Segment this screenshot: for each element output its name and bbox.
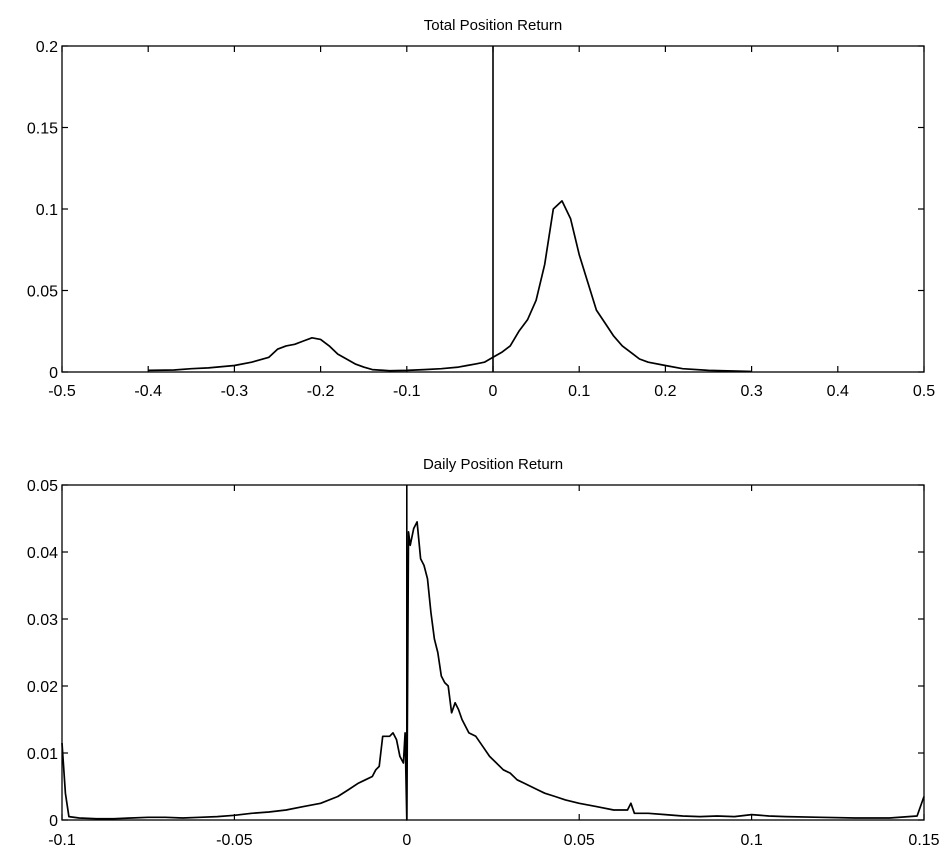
daily-position-return-panel: Daily Position Return -0.1 -0.05 0 0.05 0.1 0.… — [27, 456, 940, 849]
total-position-return-panel: Total Position Return -0.5 -0.4 -0.3 -0.2 -0.… — [27, 17, 935, 400]
daily-x-tick-label: 0.05 — [564, 832, 595, 849]
total-x-tick-label: -0.1 — [393, 383, 421, 400]
daily-y-tick-label: 0.04 — [27, 545, 58, 562]
daily-x-tick-label: -0.1 — [48, 832, 76, 849]
daily-x-tick-label: 0 — [402, 832, 411, 849]
total-y-tick-label: 0.2 — [36, 39, 58, 56]
daily-x-tick-label: 0.15 — [908, 832, 939, 849]
total-x-tick-label: 0.1 — [568, 383, 590, 400]
daily-y-tick-label: 0.01 — [27, 746, 58, 763]
total-x-tick-label: -0.3 — [221, 383, 249, 400]
total-x-tick-label: 0.5 — [913, 383, 935, 400]
daily-x-tick-label: 0.1 — [740, 832, 762, 849]
total-y-tick-label: 0 — [49, 365, 58, 382]
total-x-tick-label: -0.5 — [48, 383, 76, 400]
total-y-tick-label: 0.15 — [27, 121, 58, 138]
daily-axes-frame — [61, 484, 925, 821]
daily-x-tick-label: -0.05 — [216, 832, 253, 849]
total-x-tick-label: -0.2 — [307, 383, 335, 400]
total-x-tick-label: 0.2 — [654, 383, 676, 400]
daily-y-tick-label: 0.05 — [27, 478, 58, 495]
daily-y-tick-label: 0.02 — [27, 679, 58, 696]
daily-y-tick-label: 0 — [49, 813, 58, 830]
total-x-tick-label: 0.4 — [827, 383, 849, 400]
daily-chart-title: Daily Position Return — [423, 456, 563, 473]
total-x-tick-label: 0.3 — [740, 383, 762, 400]
total-x-tick-label: -0.4 — [134, 383, 162, 400]
daily-y-tick-label: 0.03 — [27, 612, 58, 629]
daily-distribution-line — [61, 521, 925, 821]
total-y-tick-label: 0.1 — [36, 202, 58, 219]
total-y-tick-label: 0.05 — [27, 284, 58, 301]
total-x-tick-label: 0 — [489, 383, 498, 400]
total-distribution-line — [148, 200, 752, 373]
total-chart-title: Total Position Return — [424, 17, 562, 34]
